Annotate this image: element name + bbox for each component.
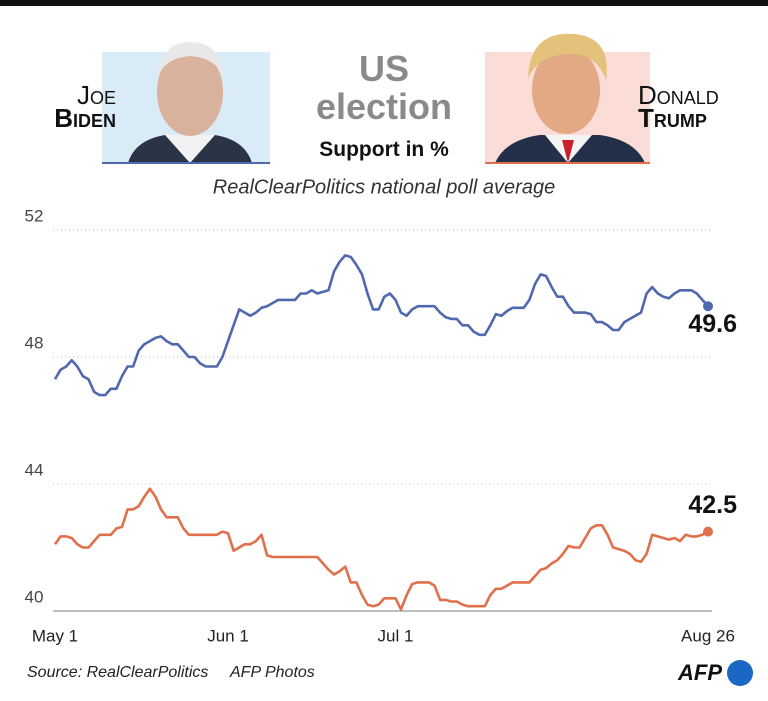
x-tick-label: Aug 26: [681, 626, 735, 645]
x-tick-label: Jun 1: [207, 626, 249, 645]
top-bar: [0, 0, 768, 6]
chart-subtitle: Support in %: [319, 138, 449, 161]
candidate-first-name: Donald: [638, 80, 719, 110]
y-tick-label: 52: [25, 206, 44, 225]
end-dot: [703, 301, 713, 312]
candidate-last-name: Trump: [638, 103, 707, 133]
x-tick-label: May 1: [32, 626, 78, 645]
logo-dot: [727, 660, 753, 686]
credit: AFP Photos: [229, 664, 315, 681]
y-tick-label: 44: [25, 460, 44, 479]
y-tick-label: 40: [25, 587, 44, 606]
source: Source: RealClearPolitics: [27, 664, 208, 681]
y-tick-label: 48: [25, 333, 44, 352]
candidate-last-name: Biden: [54, 103, 116, 133]
biden-photo: [102, 42, 270, 164]
series-line: [53, 254, 709, 397]
end-dot: [703, 526, 713, 537]
trump-photo: [485, 33, 650, 164]
value-label: 49.6: [688, 310, 737, 338]
value-label: 42.5: [688, 491, 737, 519]
caption: RealClearPolitics national poll average: [213, 176, 555, 198]
series-line: [53, 487, 709, 611]
logo: AFP: [677, 660, 722, 685]
candidate-first-name: Joe: [77, 80, 116, 110]
x-tick-label: Jul 1: [377, 626, 413, 645]
chart-title: US election: [315, 48, 453, 127]
